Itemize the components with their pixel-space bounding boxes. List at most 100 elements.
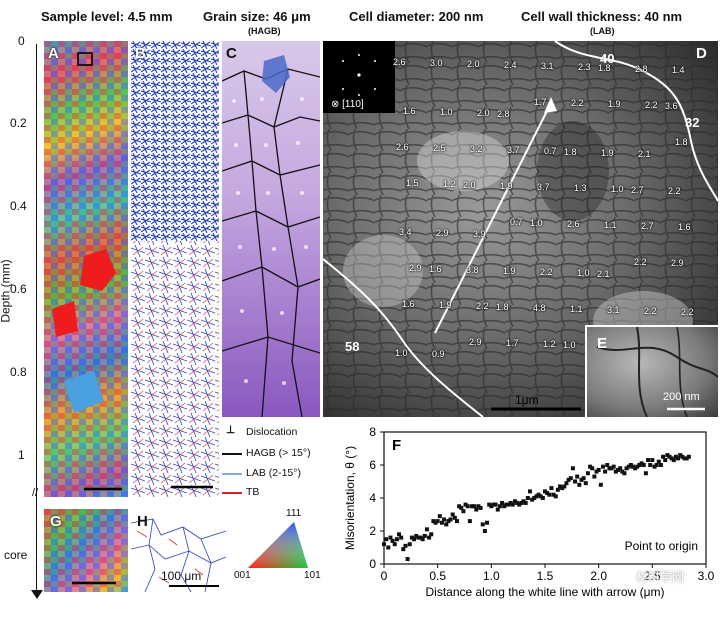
data-point [628,463,633,467]
data-point [521,499,526,504]
ipf-label-101: 101 [304,570,321,581]
x-tick-label: 3.0 [698,569,715,583]
x-tick-label: 1.0 [483,569,500,583]
misorientation-value: 1.0 [577,268,590,278]
data-point [661,454,666,459]
sample-level-heading: Sample level: 4.5 mm [41,9,173,24]
data-point [566,477,571,482]
data-point [386,545,391,550]
data-point [549,486,554,491]
data-point [588,464,593,469]
data-point [631,464,636,469]
misorientation-value: 2.6 [396,142,409,152]
data-point [429,532,434,537]
data-point [598,482,603,487]
data-point [534,494,539,499]
data-point [414,533,419,538]
misorientation-value: 1.3 [574,183,587,193]
depth-tick: 0 [18,34,25,48]
misorientation-value: 1.8 [598,63,611,73]
misorientation-value: 1.6 [403,106,416,116]
data-point [435,519,440,524]
misorientation-chart-svg: 0 2 4 6 8 0 0.5 1.0 1.5 2.0 2.5 3.0 F Point to origin… [343,425,715,599]
misorientation-value: 1.0 [440,107,453,117]
panel-e-inset: E 200 nm [585,325,718,417]
data-point [412,537,417,542]
grain-size-heading: Grain size: 46 μm [203,9,311,24]
misorientation-value: 2.1 [597,269,610,279]
misorientation-value: 1.0 [563,340,576,350]
misorientation-value: 2.8 [635,64,648,74]
cell-wall-heading: Cell wall thickness: 40 nm [521,9,683,24]
data-point [502,504,507,509]
depth-axis: 0 0.2 0.4 0.6 0.8 1 Depth (mm) // core [0,34,44,604]
data-point [585,471,590,476]
misorientation-value: 4.8 [533,303,546,313]
misorientation-value: 1.9 [439,300,452,310]
data-point [446,519,451,524]
data-point [424,527,429,532]
data-point [560,486,565,491]
depth-tick: 1 [18,448,25,462]
data-point [474,507,479,512]
misorientation-value: 1.5 [406,178,419,188]
data-point [558,484,563,489]
misorientation-value: 2.7 [631,185,644,195]
data-point [673,454,678,459]
misorientation-value: 1.0 [395,348,408,358]
data-point [609,466,614,471]
misorientation-value: 2.6 [393,57,406,67]
legend-lab-line [222,473,242,475]
panel-a-ebsd-map: A [44,41,128,497]
data-point [457,504,462,509]
ipf-label-001: 001 [234,570,251,581]
data-point [442,517,447,522]
misorientation-value: 3.8 [466,265,479,275]
zone-axis-label: ⊗ [110] [331,99,364,110]
x-tick-label: 0.5 [429,569,446,583]
misorientation-value: 1.1 [604,220,617,230]
ipf-color-key: 111 001 101 [232,508,332,584]
core-arrow-icon [31,590,43,599]
data-point [394,537,399,542]
data-point [641,463,646,467]
data-point [405,557,410,562]
misorientation-value: 1.1 [570,304,583,314]
misorientation-value: 1.8 [675,137,688,147]
data-point [478,505,483,510]
x-tick-label: 1.5 [537,569,554,583]
panel-label-f: F [392,437,401,454]
data-point [676,456,681,461]
data-point [684,456,689,461]
misorientation-value: 2.2 [668,186,681,196]
panel-label-d: D [696,45,707,62]
data-point [463,502,468,507]
data-point [538,494,543,499]
misorientation-value: 3.0 [430,58,443,68]
data-point [422,533,427,538]
data-point [592,474,597,479]
misorientation-value: 0.7 [510,217,523,227]
measurement-line [434,102,552,334]
depth-tick: 0.2 [10,116,27,130]
panel-c-schematic: C [222,41,320,417]
data-point [613,469,618,474]
misorientation-value: 2.2 [476,301,489,311]
data-point [470,504,475,509]
data-point [564,481,569,486]
data-point [495,507,500,512]
panel-e-scale-label: 200 nm [663,391,700,403]
misorientation-value: 1.7 [506,338,519,348]
panel-b-boundary-map: B [131,41,219,497]
data-point [384,537,389,542]
misorientation-value: 2.2 [644,306,657,316]
data-point [678,453,683,458]
data-point [427,535,432,540]
data-point [461,509,466,514]
data-point [397,532,402,537]
data-point [485,520,490,525]
data-point [489,504,494,509]
data-point [669,456,674,461]
misorientation-value: 1.0 [530,218,543,228]
data-point [605,463,610,467]
